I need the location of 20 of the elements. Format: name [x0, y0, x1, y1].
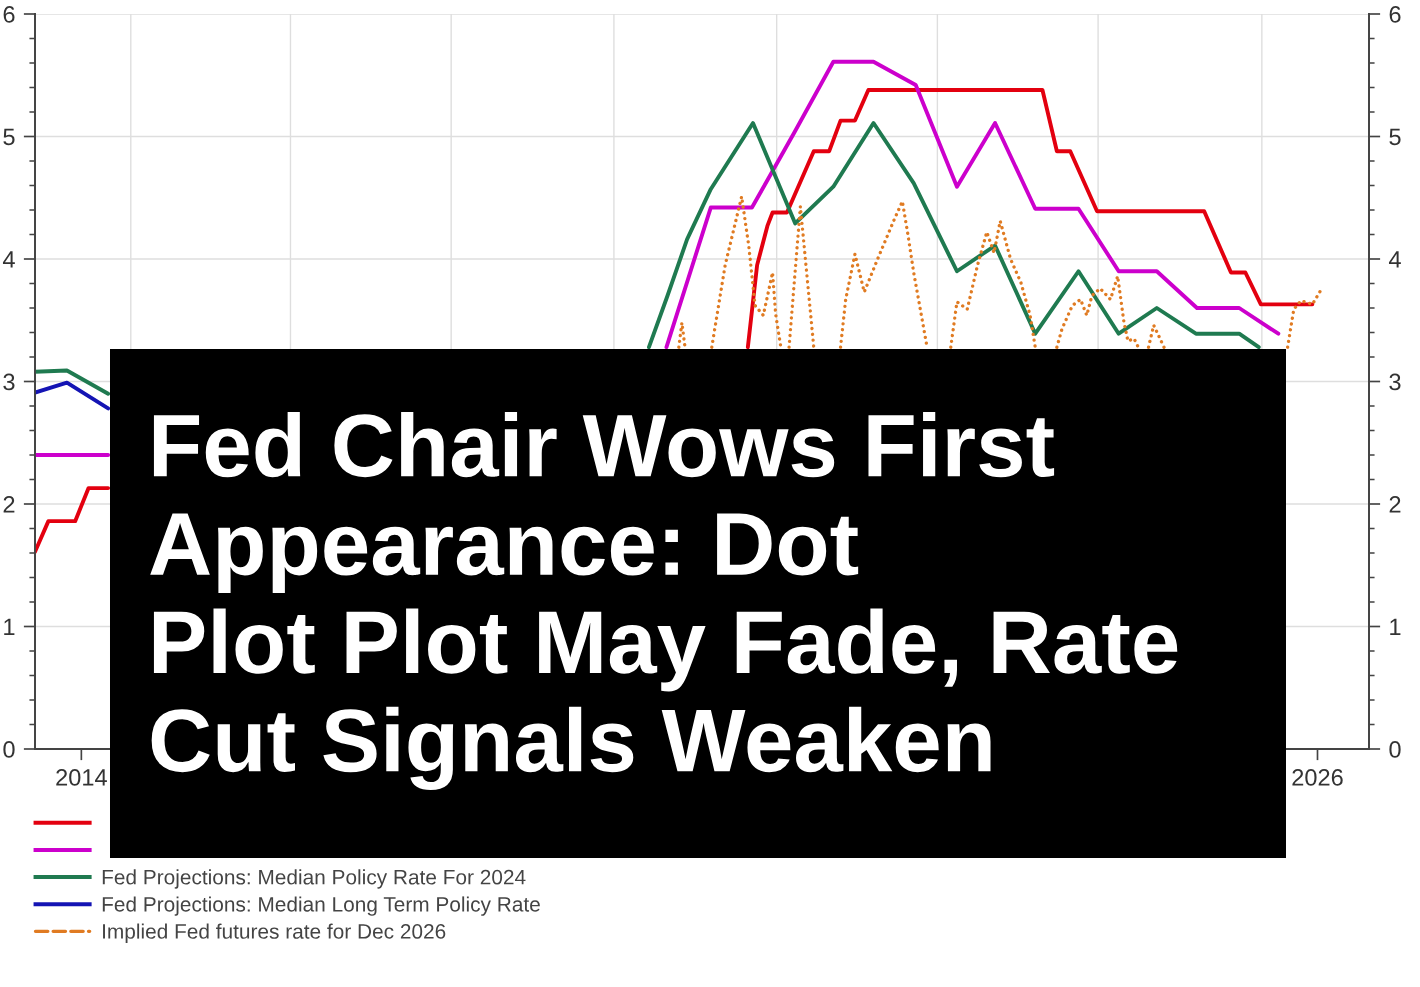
y-tick-label: 2: [3, 496, 15, 513]
y-tick-label: 3: [3, 373, 15, 391]
y2-tick-label: 0: [1389, 741, 1401, 758]
x-tick-label: 2014: [56, 769, 107, 786]
legend-label: Fed Projections: Median Long Term Policy Rate: [102, 896, 540, 916]
y2-tick-label: 4: [1388, 251, 1401, 268]
x-tick-label: 2026: [1292, 769, 1343, 786]
y2-tick-label: 2: [1389, 496, 1401, 513]
y-tick-label: 1: [4, 618, 15, 636]
y-tick-label: 5: [3, 128, 15, 146]
legend-label: Fed Projections: Median Policy Rate For 2024: [102, 869, 526, 889]
y2-tick-label: 3: [1389, 373, 1401, 391]
y-tick-label: 6: [3, 6, 15, 23]
y2-tick-label: 5: [1389, 128, 1401, 146]
legend-label: Implied Fed futures rate for Dec 2026: [103, 923, 446, 943]
y2-tick-label: 1: [1390, 618, 1401, 636]
y2-tick-label: 6: [1389, 6, 1401, 23]
text: Fed Chair Wows First Appearance: Dot Plot Plot May Fade, Rate Cut Signals Weaken: [150, 411, 1178, 791]
y-tick-label: 0: [3, 741, 15, 758]
y-tick-label: 4: [2, 251, 15, 268]
